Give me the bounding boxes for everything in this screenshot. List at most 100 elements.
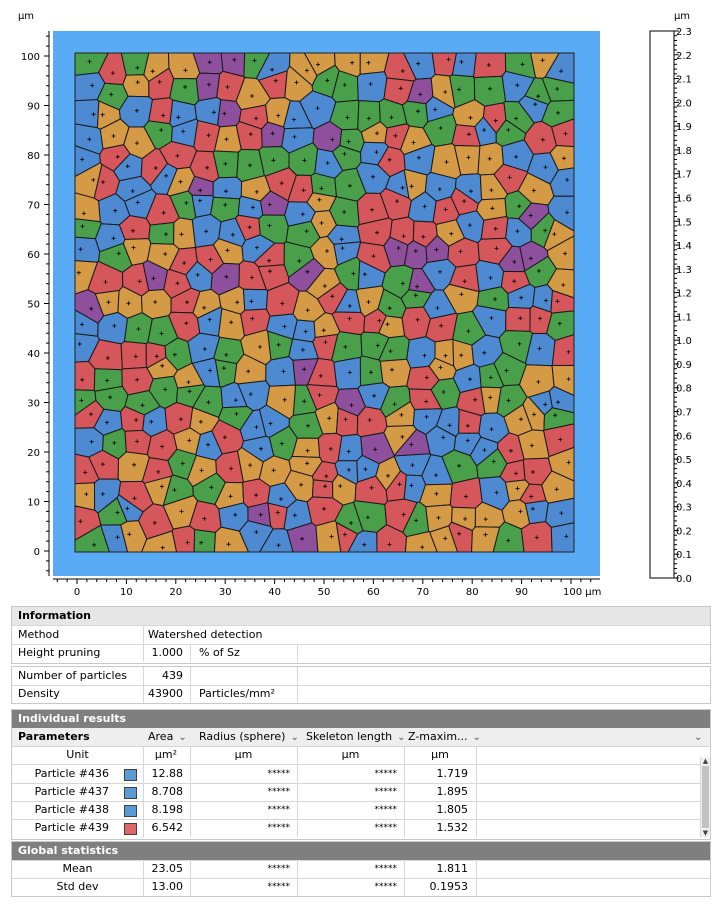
particle-center-marker	[488, 275, 493, 280]
skeleton-value: *****	[374, 882, 398, 892]
scrollbar-thumb[interactable]	[702, 766, 709, 828]
particle-center-marker	[493, 118, 498, 123]
particle-center-marker	[271, 468, 276, 473]
particle-center-marker	[224, 352, 229, 357]
particle-center-marker	[204, 229, 209, 234]
particle-center-marker	[488, 375, 493, 380]
particle-center-marker	[446, 57, 451, 62]
particle-center-marker	[195, 272, 200, 277]
particle-center-marker	[304, 229, 309, 234]
density-label: Density	[18, 687, 60, 700]
particle-center-marker	[415, 284, 420, 289]
particle-center-marker	[473, 397, 478, 402]
particle-cell	[97, 311, 128, 345]
particle-center-marker	[565, 210, 569, 215]
particle-center-marker	[291, 117, 296, 122]
particle-cell	[292, 319, 316, 343]
scale-tick-label: 0.6	[676, 431, 692, 442]
particle-center-marker	[135, 65, 140, 70]
skeleton-value: *****	[374, 823, 398, 833]
particle-center-marker	[135, 377, 140, 382]
particle-center-marker	[349, 521, 354, 525]
particle-center-marker	[400, 69, 405, 73]
particle-cell	[148, 222, 175, 245]
particle-name: Particle #437	[34, 785, 109, 798]
particle-row[interactable]: Particle #437 8.708 ***** ***** 1.895	[12, 783, 710, 802]
particle-center-marker	[457, 87, 462, 92]
particle-center-marker	[178, 179, 183, 184]
particle-center-marker	[80, 224, 85, 229]
particle-center-marker	[249, 299, 254, 304]
particle-center-marker	[543, 228, 548, 233]
particle-center-marker	[249, 94, 254, 98]
particle-center-marker	[519, 295, 524, 300]
particle-center-marker	[233, 398, 238, 403]
particle-center-marker	[413, 249, 418, 253]
particle-center-marker	[199, 540, 204, 545]
particle-center-marker	[248, 163, 252, 168]
scroll-down-arrow-icon[interactable]: ▼	[702, 829, 709, 837]
particle-center-marker	[250, 205, 255, 210]
particle-center-marker	[202, 347, 207, 351]
unit-row: Unit µm² µm µm µm	[12, 746, 710, 765]
particle-center-marker	[235, 300, 240, 305]
height-pruning-row: Height pruning 1.000 % of Sz	[12, 644, 710, 662]
scroll-up-arrow-icon[interactable]: ▲	[702, 757, 709, 765]
particle-center-marker	[211, 110, 216, 115]
column-area-selector[interactable]: Area ⌄	[148, 728, 187, 746]
particle-center-marker	[267, 223, 272, 228]
particle-center-marker	[302, 158, 307, 163]
particle-center-marker	[395, 199, 399, 204]
particle-center-marker	[520, 62, 525, 67]
particle-center-marker	[327, 416, 332, 421]
particle-center-marker	[134, 418, 139, 422]
particle-color-swatch	[124, 805, 137, 817]
particle-cell	[171, 525, 196, 553]
particle-center-marker	[179, 509, 184, 514]
particle-center-marker	[270, 131, 275, 136]
particle-center-marker	[304, 68, 309, 73]
particle-center-marker	[226, 542, 231, 547]
particle-center-marker	[228, 494, 233, 499]
particle-center-marker	[172, 352, 177, 357]
particle-color-swatch	[124, 823, 137, 835]
particle-center-marker	[401, 512, 406, 517]
particle-center-marker	[273, 78, 278, 83]
column-radius-selector[interactable]: Radius (sphere) ⌄	[199, 728, 299, 746]
stat-row[interactable]: Mean 23.05 ***** ***** 1.811	[12, 860, 710, 879]
stat-row[interactable]: Std dev 13.00 ***** ***** 0.1953	[12, 878, 710, 896]
add-column-chevron-icon[interactable]: ⌄	[694, 732, 703, 743]
particle-center-marker	[434, 247, 439, 252]
particle-row[interactable]: Particle #436 12.88 ***** ***** 1.719	[12, 765, 710, 784]
particle-center-marker	[328, 446, 333, 451]
particle-center-marker	[438, 269, 442, 274]
column-zmax-selector[interactable]: Z-maxim... ⌄	[408, 728, 481, 746]
results-scrollbar[interactable]: ▲ ▼	[700, 757, 710, 837]
zmax-value: 1.805	[436, 803, 469, 816]
particle-center-marker	[528, 256, 533, 261]
particle-row[interactable]: Particle #439 6.542 ***** ***** 1.532	[12, 819, 710, 837]
particle-center-marker	[415, 317, 420, 322]
particle-center-marker	[319, 186, 324, 191]
particle-center-marker	[466, 329, 471, 334]
scale-tick-label: 2.3	[676, 27, 692, 38]
particle-center-marker	[507, 175, 512, 180]
particle-center-marker	[532, 412, 536, 417]
particle-center-marker	[424, 414, 429, 419]
scale-tick-label: 1.4	[676, 241, 692, 252]
particle-center-marker	[530, 506, 535, 511]
particle-center-marker	[416, 155, 421, 160]
particle-center-marker	[100, 462, 105, 467]
particle-center-marker	[422, 353, 427, 358]
particle-center-marker	[375, 343, 380, 348]
x-tick-label: 60	[367, 587, 380, 598]
parameters-label: Parameters	[18, 730, 90, 743]
particle-center-marker	[78, 519, 83, 524]
unit-radius: µm	[234, 748, 253, 761]
column-skeleton-selector[interactable]: Skeleton length ⌄	[306, 728, 406, 746]
particle-center-marker	[392, 402, 397, 407]
scale-tick-label: 0.9	[676, 360, 692, 371]
particle-center-marker	[536, 379, 541, 384]
particle-row[interactable]: Particle #438 8.198 ***** ***** 1.805	[12, 801, 710, 820]
